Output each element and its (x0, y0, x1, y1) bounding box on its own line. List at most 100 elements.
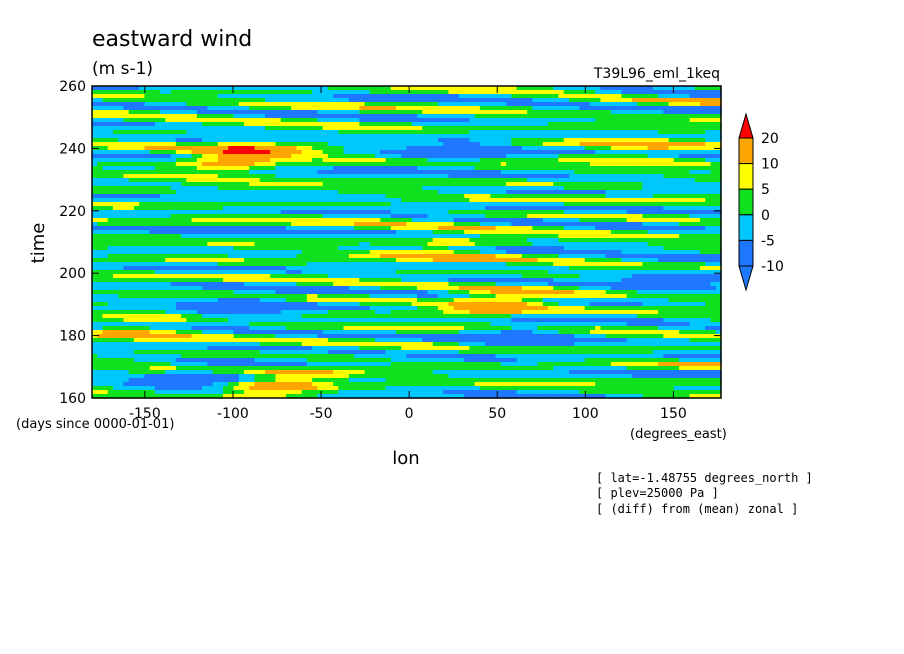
heatmap-cell (217, 182, 224, 187)
heatmap-cell (149, 126, 156, 131)
heatmap-cell (207, 206, 214, 211)
heatmap-cell (432, 226, 439, 231)
heatmap-cell (333, 210, 339, 215)
heatmap-cell (673, 94, 680, 99)
heatmap-cell (102, 154, 109, 159)
heatmap-cell (448, 90, 455, 95)
heatmap-cell (500, 122, 507, 127)
heatmap-cell (432, 146, 439, 151)
heatmap-cell (223, 170, 229, 175)
heatmap-cell (443, 110, 450, 115)
heatmap-cell (128, 146, 135, 151)
heatmap-cell (437, 210, 444, 215)
heatmap-cell (327, 122, 334, 127)
heatmap-cell (338, 250, 345, 255)
heatmap-cell (479, 142, 486, 147)
heatmap-cell (92, 170, 98, 175)
heatmap-cell (621, 110, 628, 115)
heatmap-cell (532, 150, 539, 155)
heatmap-cell (322, 250, 329, 255)
heatmap-cell (170, 154, 177, 159)
heatmap-cell (469, 110, 476, 115)
heatmap-cell (228, 142, 235, 147)
heatmap-cell (160, 126, 166, 131)
heatmap-cell (196, 170, 203, 175)
heatmap-cell (107, 234, 114, 239)
heatmap-cell (658, 162, 664, 167)
heatmap-cell (406, 162, 413, 167)
heatmap-cell (668, 102, 675, 107)
heatmap-cell (359, 134, 366, 139)
heatmap-cell (186, 94, 193, 99)
heatmap-cell (301, 122, 308, 127)
heatmap-cell (92, 190, 98, 195)
heatmap-cell (338, 158, 345, 163)
heatmap-cell (233, 182, 240, 187)
heatmap-cell (710, 158, 717, 163)
heatmap-cell (170, 210, 177, 215)
heatmap-cell (354, 94, 360, 99)
heatmap-cell (516, 182, 523, 187)
heatmap-cell (238, 178, 245, 183)
heatmap-cell (118, 158, 125, 163)
heatmap-cell (437, 250, 444, 255)
heatmap-cell (285, 174, 292, 179)
heatmap-cell (238, 138, 245, 143)
heatmap-cell (689, 142, 696, 147)
heatmap-cell (259, 214, 266, 219)
heatmap-cell (490, 198, 497, 203)
heatmap-cell (416, 234, 423, 239)
heatmap-cell (443, 198, 450, 203)
heatmap-cell (521, 210, 528, 215)
heatmap-cell (532, 126, 539, 131)
heatmap-cell (490, 146, 497, 151)
heatmap-cell (469, 250, 476, 255)
heatmap-cell (191, 238, 198, 243)
heatmap-cell (123, 218, 130, 223)
heatmap-cell (511, 194, 518, 199)
heatmap-cell (259, 210, 266, 215)
heatmap-cell (154, 154, 161, 159)
heatmap-cell (175, 94, 182, 99)
heatmap-cell (280, 234, 287, 239)
heatmap-cell (128, 214, 135, 219)
heatmap-cell (165, 206, 172, 211)
heatmap-cell (401, 250, 408, 255)
heatmap-cell (217, 178, 224, 183)
heatmap-cell (595, 94, 602, 99)
heatmap-cell (616, 90, 623, 95)
heatmap-cell (411, 154, 418, 159)
heatmap-cell (715, 90, 722, 95)
heatmap-cell (401, 158, 408, 163)
heatmap-cell (584, 170, 591, 175)
heatmap-cell (626, 158, 633, 163)
heatmap-cell (348, 218, 355, 223)
heatmap-cell (521, 138, 528, 143)
heatmap-cell (437, 146, 444, 151)
heatmap-cell (558, 90, 565, 95)
heatmap-cell (275, 158, 282, 163)
heatmap-cell (474, 234, 481, 239)
heatmap-cell (427, 134, 434, 139)
heatmap-cell (427, 242, 434, 247)
heatmap-cell (411, 194, 418, 199)
heatmap-cell (527, 134, 533, 139)
heatmap-cell (285, 106, 292, 111)
heatmap-cell (118, 222, 125, 227)
heatmap-cell (139, 182, 146, 187)
heatmap-cell (485, 146, 491, 151)
heatmap-cell (359, 186, 366, 191)
heatmap-cell (689, 162, 696, 167)
heatmap-cell (186, 170, 193, 175)
heatmap-cell (348, 194, 355, 199)
heatmap-cell (312, 202, 318, 207)
heatmap-cell (118, 214, 125, 219)
heatmap-cell (668, 134, 675, 139)
heatmap-cell (684, 138, 691, 143)
heatmap-cell (610, 150, 617, 155)
heatmap-cell (107, 170, 114, 175)
heatmap-cell (479, 198, 486, 203)
heatmap-cell (385, 242, 392, 247)
heatmap-cell (621, 158, 628, 163)
heatmap-cell (396, 138, 402, 143)
